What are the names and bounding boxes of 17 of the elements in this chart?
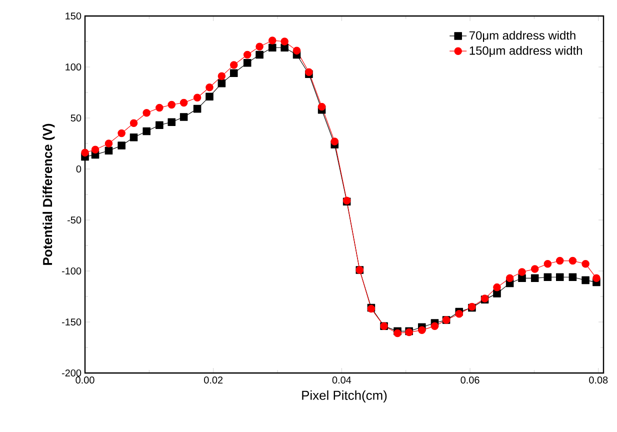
y-tick-label: -150 bbox=[62, 318, 82, 326]
x-tick-label: 0.08 bbox=[589, 376, 608, 384]
x-tick-label: 0.00 bbox=[76, 376, 94, 384]
x-axis-title: Pixel Pitch(cm) bbox=[302, 390, 387, 402]
y-tick-label: 100 bbox=[66, 63, 82, 71]
legend-label: 150μm address width bbox=[470, 46, 582, 57]
x-tick-label: 0.06 bbox=[460, 376, 480, 384]
y-tick-label: -50 bbox=[68, 216, 82, 224]
y-axis-title: Potential Difference (V) bbox=[42, 124, 55, 265]
x-tick-label: 0.02 bbox=[204, 376, 223, 384]
y-tick-label: 150 bbox=[66, 12, 82, 20]
y-tick-label: -200 bbox=[62, 369, 82, 377]
y-tick-label: 0 bbox=[76, 165, 82, 173]
y-tick-label: -100 bbox=[62, 267, 82, 275]
legend-label: 70μm address width bbox=[470, 30, 576, 42]
y-tick-label: 50 bbox=[70, 114, 82, 122]
x-tick-label: 0.04 bbox=[332, 376, 352, 384]
